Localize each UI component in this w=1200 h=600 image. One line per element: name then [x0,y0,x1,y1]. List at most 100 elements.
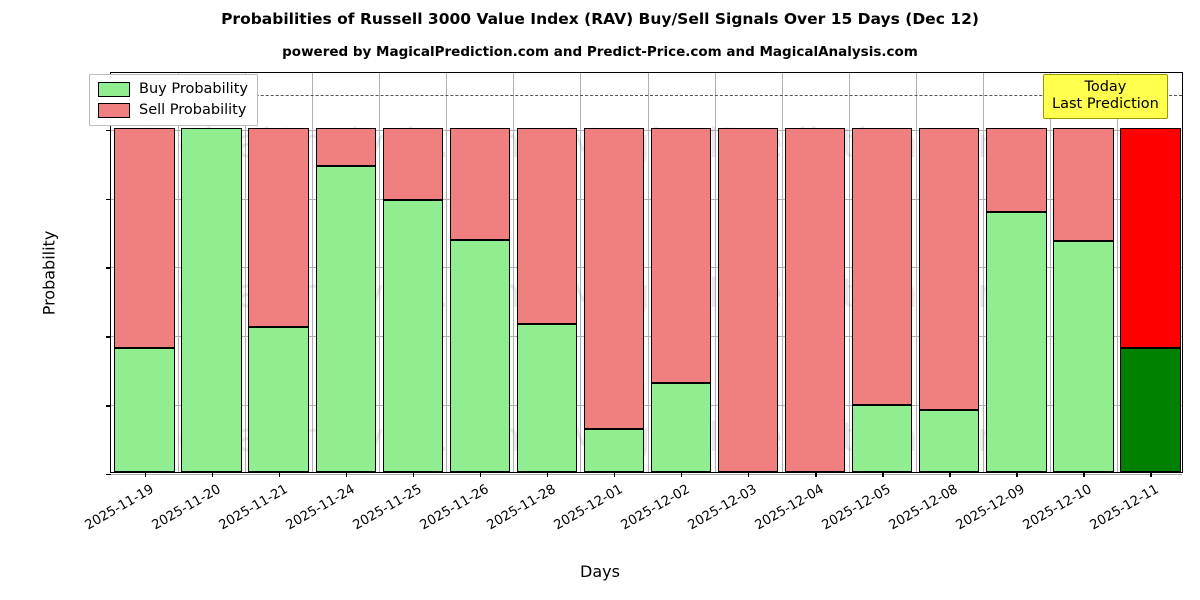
today-annotation-line1: Today [1084,79,1127,95]
today-annotation: Today Last Prediction [1043,74,1168,119]
y-axis-tick-mark [106,474,111,476]
bar-segment-sell[interactable] [382,127,443,201]
x-axis-tick-mark [748,472,750,477]
bar-segment-sell[interactable] [583,127,645,429]
bar-segment-sell[interactable] [784,127,846,472]
bar-segment-buy[interactable] [181,127,242,472]
bar-group[interactable] [449,127,510,472]
gridline-vertical [513,73,515,472]
gridline-vertical [446,73,448,472]
x-axis-tick-mark [278,472,281,477]
chart-legend: Buy Probability Sell Probability [89,74,258,126]
bar-segment-sell[interactable] [650,127,712,383]
y-axis-tick-mark [106,129,111,132]
gridline-vertical [982,73,984,472]
x-axis-tick-mark [815,472,817,477]
bar-series-container [111,73,1182,472]
gridline-vertical [312,73,314,472]
bar-segment-buy[interactable] [114,348,175,472]
bar-segment-sell[interactable] [852,127,913,405]
today-annotation-line2: Last Prediction [1052,95,1159,112]
gridline-horizontal [111,336,1182,338]
y-axis-tick-mark [106,336,111,338]
plot-area: MagicalAnalysis.comMagicalPrediction.com… [40,72,1183,533]
bar-group[interactable] [114,127,175,472]
bar-segment-buy[interactable] [650,382,712,472]
bar-group[interactable] [181,127,242,472]
legend-item: Sell Probability [98,102,248,118]
bar-segment-sell[interactable] [717,127,779,472]
gridline-vertical [714,73,716,472]
gridline-horizontal [111,198,1182,200]
legend-item: Buy Probability [98,81,248,97]
bar-segment-buy[interactable] [248,327,309,472]
gridline-vertical [848,73,850,472]
bar-group[interactable] [650,127,712,472]
y-axis-tick-mark [106,198,111,201]
bar-group[interactable] [248,127,309,472]
bar-segment-buy[interactable] [1053,241,1114,472]
gridline-vertical [1049,73,1051,472]
gridline-vertical [915,73,917,472]
x-axis-label: Days [580,562,620,581]
gridline-horizontal [111,267,1182,269]
x-axis-tick-mark [412,472,415,477]
gridline-vertical [580,73,582,472]
x-axis-tick-mark [882,472,884,477]
bar-group[interactable] [986,127,1047,472]
bar-group[interactable] [919,127,980,472]
bar-segment-buy[interactable] [1120,348,1181,472]
legend-swatch-icon [98,81,130,97]
x-axis-tick-mark [1016,472,1018,477]
x-axis-tick-mark [613,472,616,477]
bar-segment-buy[interactable] [315,165,376,472]
x-axis-tick-mark [144,472,146,477]
bar-segment-buy[interactable] [516,324,578,472]
bar-segment-sell[interactable] [315,127,376,166]
y-axis-tick-mark [106,405,111,407]
x-axis-tick-mark [1083,472,1085,477]
page-title: Probabilities of Russell 3000 Value Inde… [221,10,979,28]
bar-segment-sell[interactable] [1120,127,1181,349]
bar-segment-sell[interactable] [449,127,510,240]
bar-segment-buy[interactable] [986,212,1047,472]
x-axis-tick-mark [479,472,482,477]
bar-segment-buy[interactable] [449,239,510,472]
gridline-vertical [245,73,247,472]
bar-segment-buy[interactable] [382,200,443,472]
gridline-vertical [647,73,649,472]
bar-segment-buy[interactable] [583,428,645,472]
gridline-vertical [1116,73,1118,472]
bar-segment-buy[interactable] [852,404,913,472]
bar-group[interactable] [1120,127,1181,472]
bar-group[interactable] [717,127,779,472]
bar-segment-sell[interactable] [248,127,309,328]
x-axis-tick-mark [681,472,683,477]
bar-group[interactable] [583,127,645,472]
gridline-horizontal [111,405,1182,407]
x-axis-tick-mark [345,472,348,477]
bar-segment-sell[interactable] [986,127,1047,213]
bar-segment-sell[interactable] [114,127,175,349]
bar-segment-sell[interactable] [1053,127,1114,242]
threshold-dashed-line [111,95,1182,97]
bar-group[interactable] [516,127,578,472]
bar-group[interactable] [382,127,443,472]
bar-group[interactable] [315,127,376,472]
legend-item-label: Sell Probability [139,102,247,118]
gridline-vertical [379,73,381,472]
gridline-vertical [178,73,180,472]
y-axis-tick-mark [106,267,111,269]
gridline-horizontal [111,474,1182,475]
chart-subtitle: powered by MagicalPrediction.com and Pre… [282,44,918,60]
bar-segment-sell[interactable] [516,127,578,324]
x-axis-tick-mark [949,472,951,477]
bar-group[interactable] [784,127,846,472]
bar-segment-sell[interactable] [919,127,980,411]
bar-segment-buy[interactable] [919,410,980,472]
bar-group[interactable] [852,127,913,472]
legend-item-label: Buy Probability [139,81,248,97]
x-axis-tick-mark [546,472,549,477]
bar-group[interactable] [1053,127,1114,472]
